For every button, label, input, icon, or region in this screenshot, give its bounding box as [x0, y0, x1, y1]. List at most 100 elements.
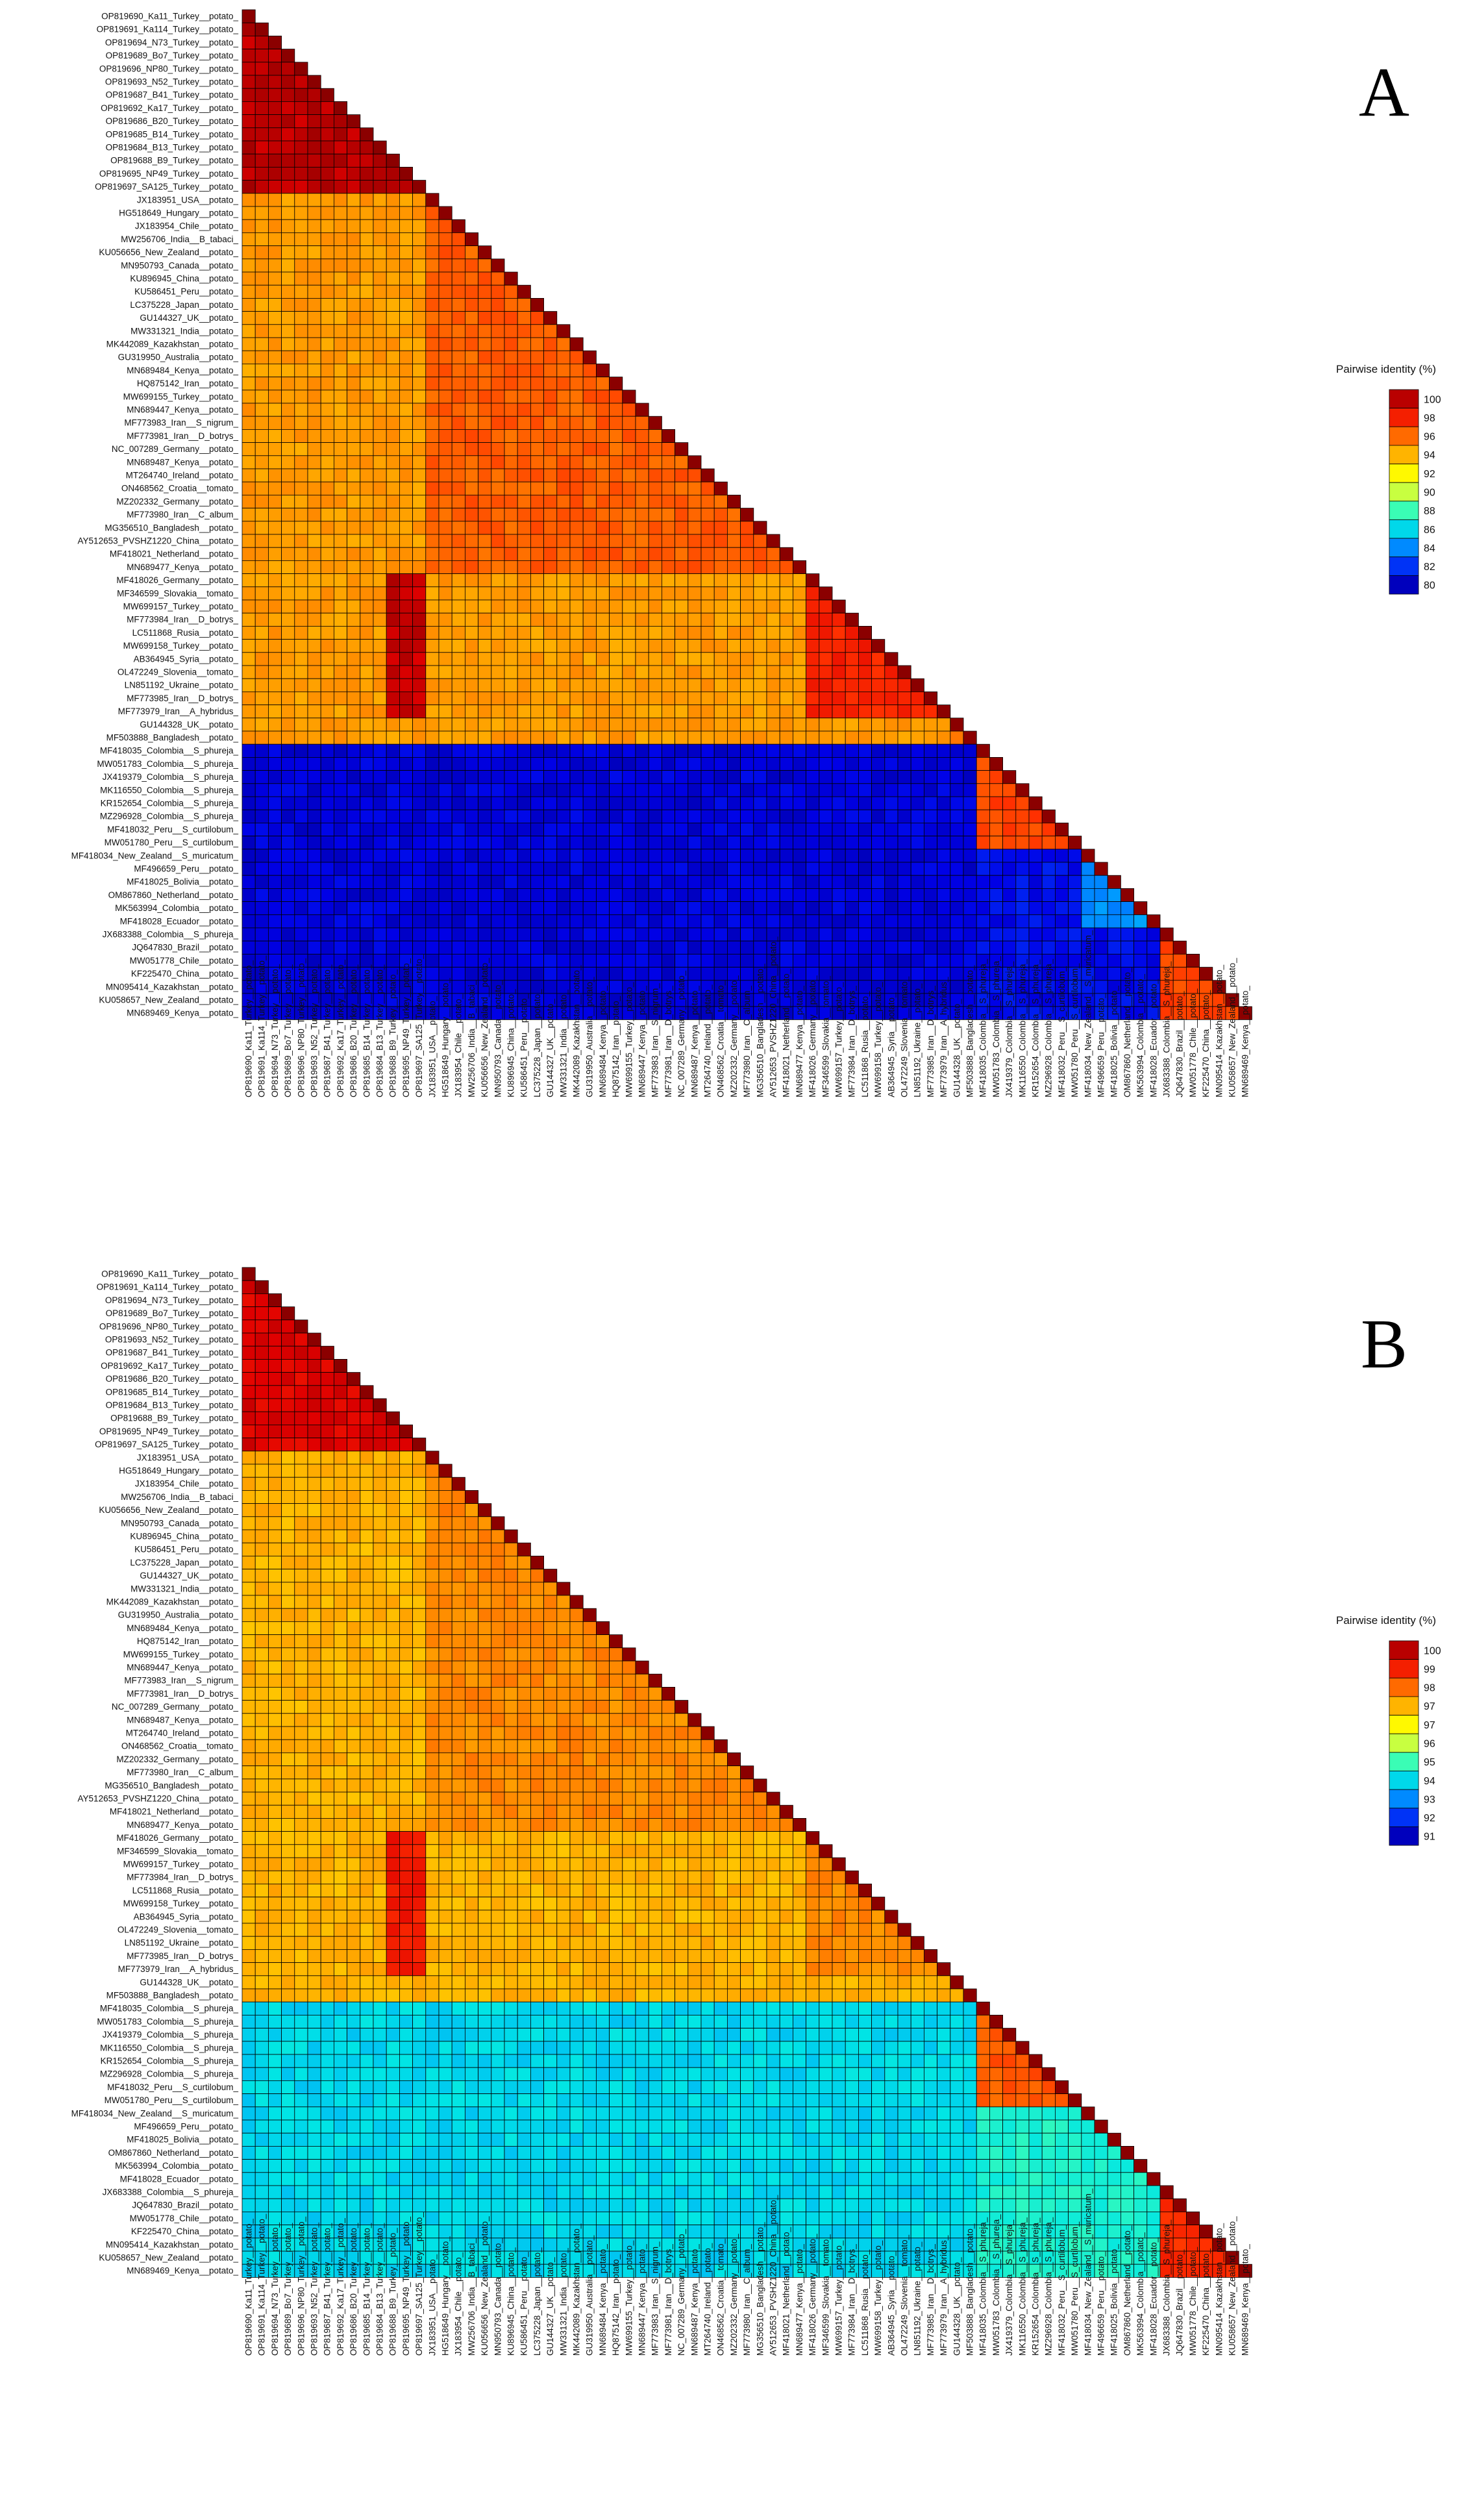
heatmap-cell: [871, 665, 886, 679]
heatmap-cell: [307, 1372, 321, 1386]
heatmap-cell: [267, 547, 282, 561]
heatmap-cell: [569, 534, 584, 548]
heatmap-cell: [530, 1844, 545, 1858]
heatmap-cell: [307, 626, 321, 640]
heatmap-cell: [425, 1555, 440, 1569]
heatmap-cell: [254, 836, 269, 850]
heatmap-cell: [281, 1595, 295, 1609]
heatmap-cell: [517, 2014, 531, 2028]
heatmap-cell: [491, 692, 505, 706]
heatmap-cell: [399, 1595, 414, 1609]
heatmap-cell: [373, 153, 387, 168]
heatmap-cell: [294, 534, 308, 548]
heatmap-cell: [543, 481, 558, 495]
heatmap-cell: [662, 1870, 676, 1884]
heatmap-cell: [1055, 862, 1069, 876]
heatmap-cell: [307, 1857, 321, 1871]
heatmap-cell: [700, 836, 715, 850]
heatmap-cell: [963, 914, 977, 929]
heatmap-cell: [793, 967, 807, 981]
legend-tick: 100: [1424, 394, 1441, 405]
heatmap-cell: [334, 1686, 348, 1701]
heatmap-cell: [267, 927, 282, 942]
heatmap-cell: [451, 390, 465, 404]
heatmap-cell: [1055, 927, 1069, 942]
heatmap-cell: [373, 193, 387, 207]
heatmap-cell: [858, 862, 873, 876]
heatmap-cell: [688, 875, 702, 889]
heatmap-cell: [281, 573, 295, 588]
heatmap-cell: [281, 743, 295, 758]
column-label: MN689447_Kenya__potato_: [638, 986, 647, 1097]
heatmap-cell: [648, 2028, 662, 2042]
heatmap-cell: [845, 2001, 859, 2015]
heatmap-cell: [320, 692, 334, 706]
heatmap-cell: [582, 534, 597, 548]
heatmap-cell: [924, 796, 938, 810]
heatmap-cell: [740, 2014, 754, 2028]
heatmap-cell: [281, 1739, 295, 1753]
heatmap-cell: [517, 1660, 531, 1675]
heatmap-cell: [478, 1962, 492, 1977]
heatmap-cell: [478, 1988, 492, 2002]
heatmap-cell: [819, 1910, 833, 1924]
heatmap-cell: [648, 626, 662, 640]
heatmap-cell: [254, 1464, 269, 1478]
heatmap-cell: [635, 481, 649, 495]
heatmap-cell: [793, 1831, 807, 1845]
heatmap-cell: [845, 717, 859, 732]
heatmap-cell: [267, 862, 282, 876]
heatmap-cell: [386, 849, 400, 863]
heatmap-cell: [294, 717, 308, 732]
heatmap-cell: [399, 1713, 414, 1727]
heatmap-cell: [504, 364, 518, 378]
heatmap-cell: [1041, 940, 1056, 954]
heatmap-cell: [504, 836, 518, 850]
heatmap-cell: [425, 1569, 440, 1583]
heatmap-cell: [254, 1686, 269, 1701]
heatmap-cell: [713, 521, 728, 535]
heatmap-cell: [793, 770, 807, 784]
heatmap-cell: [517, 1988, 531, 2002]
heatmap-cell: [438, 1910, 452, 1924]
heatmap-cell: [530, 1870, 545, 1884]
heatmap-cell: [281, 1870, 295, 1884]
heatmap-cell: [596, 2001, 610, 2015]
heatmap-cell: [543, 508, 558, 522]
heatmap-cell: [793, 1923, 807, 1937]
heatmap-cell: [386, 1883, 400, 1897]
heatmap-cell: [688, 1923, 702, 1937]
heatmap-cell: [465, 665, 479, 679]
heatmap-cell: [897, 1962, 911, 1977]
heatmap-cell: [569, 2041, 584, 2055]
heatmap-cell: [648, 862, 662, 876]
heatmap-cell: [675, 1778, 689, 1793]
heatmap-cell: [242, 836, 256, 850]
heatmap-cell: [491, 324, 505, 338]
heatmap-cell: [582, 757, 597, 771]
heatmap-cell: [412, 1451, 427, 1465]
heatmap-cell: [635, 888, 649, 903]
heatmap-cell: [294, 1542, 308, 1556]
heatmap-cell: [242, 639, 256, 653]
heatmap-cell: [425, 1923, 440, 1937]
heatmap-cell: [386, 796, 400, 810]
heatmap-cell: [556, 652, 571, 666]
heatmap-cell: [451, 403, 465, 417]
heatmap-cell: [832, 599, 846, 614]
heatmap-cell: [727, 1870, 741, 1884]
heatmap-cell: [465, 560, 479, 575]
heatmap-cell: [910, 2014, 924, 2028]
row-label: MF418035_Colombia__S_phureja_: [100, 746, 239, 756]
heatmap-cell: [806, 626, 820, 640]
heatmap-cell: [950, 796, 964, 810]
legend-swatch: [1389, 464, 1419, 483]
heatmap-cell: [569, 2014, 584, 2028]
heatmap-cell: [963, 823, 977, 837]
heatmap-cell: [465, 1975, 479, 1990]
heatmap-cell: [242, 1529, 256, 1543]
heatmap-cell: [373, 1831, 387, 1845]
heatmap-cell: [700, 1778, 715, 1793]
heatmap-cell: [386, 193, 400, 207]
heatmap-cell: [517, 416, 531, 430]
